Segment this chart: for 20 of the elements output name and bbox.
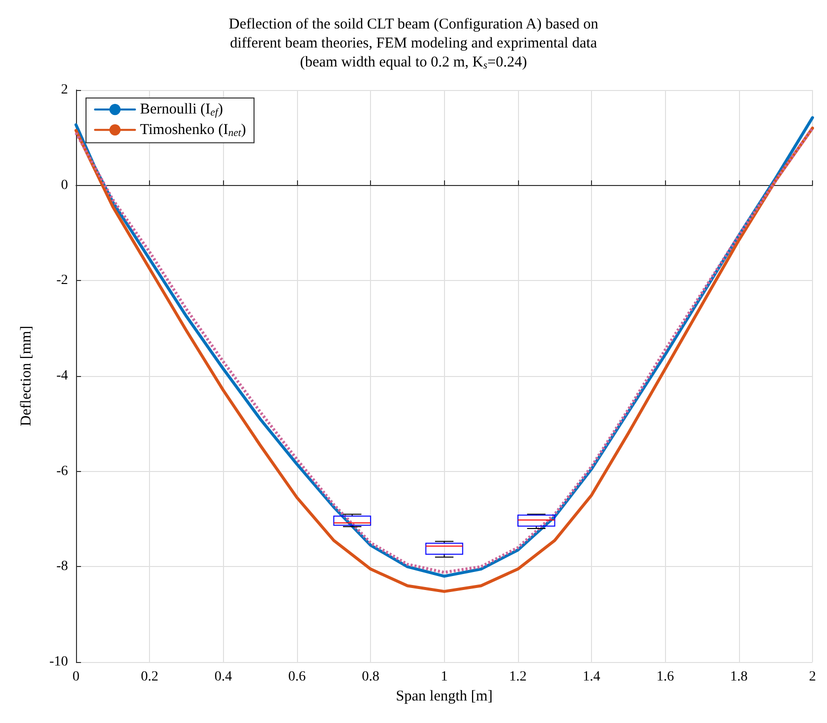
x-tick-label: 1.2 (509, 670, 527, 684)
x-tick-label: 2 (809, 670, 816, 684)
x-tick-label: 1.6 (656, 670, 674, 684)
y-tick-label: -10 (49, 654, 68, 670)
y-tick-label: -6 (56, 464, 68, 479)
x-tick-label: 1.4 (582, 670, 600, 684)
x-tick-label: 0.8 (362, 670, 380, 684)
y-tick-label: -4 (56, 368, 68, 384)
x-tick-label: 0 (72, 670, 80, 684)
y-tick-label: -2 (56, 273, 68, 288)
y-tick-label: 2 (61, 82, 68, 98)
x-tick-label: 0.2 (140, 670, 158, 684)
x-tick-label: 1.8 (730, 670, 748, 684)
x-tick-label: 0.6 (288, 670, 306, 684)
x-axis-title: Span length [m] (396, 688, 493, 704)
x-tick-label: 1 (440, 670, 448, 684)
x-tick-label: 0.4 (214, 670, 232, 684)
y-axis-title: Deflection [mm] (18, 326, 34, 426)
y-tick-label: 0 (61, 178, 68, 193)
y-tick-label: -8 (56, 559, 68, 574)
